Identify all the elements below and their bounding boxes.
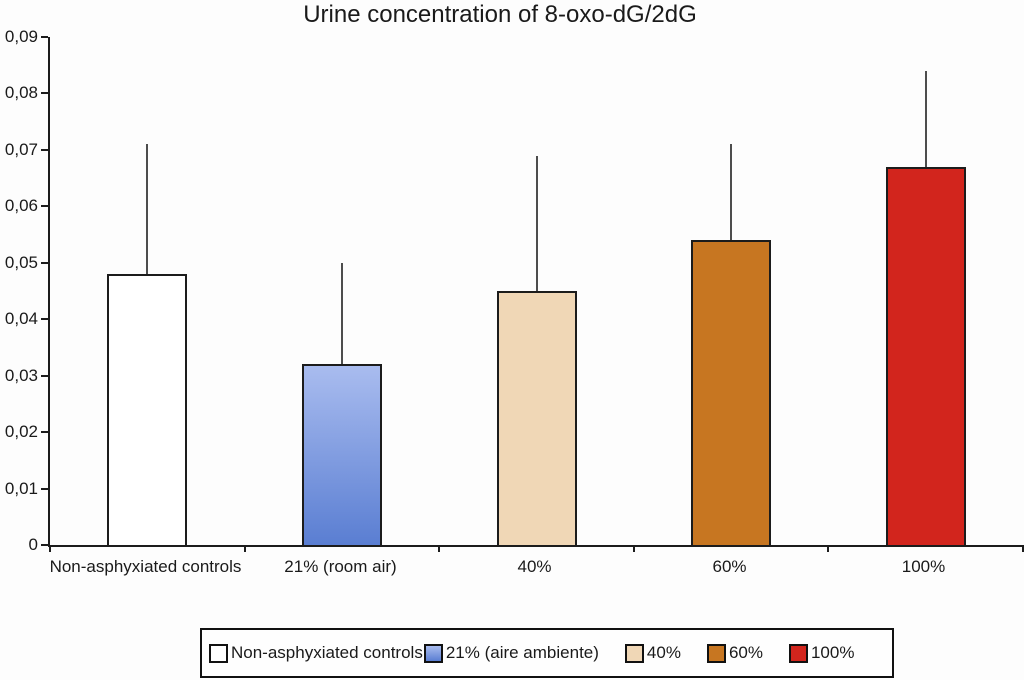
x-axis-labels: Non-asphyxiated controls 21% (room air) 40… — [48, 556, 1021, 580]
legend-label: 60% — [728, 643, 763, 662]
y-axis-tick-label: 0 — [28, 535, 38, 554]
legend: Non-asphyxiated controls 21% (aire ambien… — [200, 628, 894, 678]
x-axis-label-60: 60% — [712, 557, 747, 576]
y-axis-tick-label: 0,05 — [4, 253, 38, 272]
legend-swatch-60 — [706, 643, 726, 663]
x-axis-tick — [827, 545, 829, 552]
legend-label: 100% — [810, 643, 855, 662]
legend-label: 40% — [646, 643, 681, 662]
x-axis-tick — [633, 545, 635, 552]
y-axis-tick-label: 0,07 — [4, 140, 38, 159]
y-axis-tick-label: 0,03 — [4, 366, 38, 385]
bar-21-room-air — [302, 364, 382, 547]
bar-60 — [691, 240, 771, 547]
error-bar-non-asphyxiated-controls — [146, 144, 148, 274]
y-axis-tick — [41, 431, 48, 433]
x-axis-tick — [49, 545, 51, 552]
error-bar-21-room-air — [341, 263, 343, 364]
legend-item-21-aire-ambiente: 21% (aire ambiente) — [423, 643, 599, 663]
y-axis-tick-label: 0,01 — [4, 479, 38, 498]
y-axis-tick-label: 0,08 — [4, 83, 38, 102]
x-axis-label-non-asphyxiated-controls: Non-asphyxiated controls — [49, 557, 242, 576]
error-bar-100 — [925, 71, 927, 167]
legend-label: Non-asphyxiated controls — [231, 643, 423, 662]
error-bar-40 — [536, 156, 538, 291]
y-axis-tick — [41, 262, 48, 264]
y-axis-tick-label: 0,09 — [4, 27, 38, 46]
y-axis-tick-label: 0,04 — [4, 309, 38, 328]
y-axis-tick — [41, 544, 48, 546]
y-axis-tick — [41, 92, 48, 94]
x-axis-label-100: 100% — [901, 557, 946, 576]
bar-40 — [497, 291, 577, 547]
legend-item-non-asphyxiated-controls: Non-asphyxiated controls — [209, 643, 423, 663]
x-axis-label-21-room-air: 21% (room air) — [284, 557, 397, 576]
legend-swatch-100 — [788, 643, 808, 663]
y-axis-tick — [41, 36, 48, 38]
plot-area: 0 0,01 0,02 0,03 0,04 0,05 0,06 0,07 0,08 0,09 — [5, 27, 1024, 554]
y-axis-tick — [41, 375, 48, 377]
legend-swatch-21-aire-ambiente — [423, 643, 443, 663]
bar-non-asphyxiated-controls — [107, 274, 187, 547]
chart-title: Urine concentration of 8-oxo-dG/2dG — [303, 1, 697, 28]
y-axis-tick — [41, 318, 48, 320]
legend-item-40: 40% — [624, 643, 681, 663]
x-axis-label-40: 40% — [517, 557, 552, 576]
y-axis-tick — [41, 205, 48, 207]
legend-item-60: 60% — [706, 643, 763, 663]
y-axis-tick-label: 0,06 — [4, 196, 38, 215]
y-axis-tick — [41, 488, 48, 490]
legend-swatch-non-asphyxiated-controls — [209, 643, 228, 663]
bar-100 — [886, 167, 966, 547]
x-axis-tick — [438, 545, 440, 552]
legend-item-100: 100% — [788, 643, 855, 663]
error-bar-60 — [730, 144, 732, 240]
y-axis-tick-label: 0,02 — [4, 422, 38, 441]
legend-label: 21% (aire ambiente) — [445, 643, 599, 662]
legend-swatch-40 — [624, 643, 644, 663]
x-axis-tick — [1022, 545, 1024, 552]
y-axis-tick — [41, 149, 48, 151]
x-axis-tick — [244, 545, 246, 552]
